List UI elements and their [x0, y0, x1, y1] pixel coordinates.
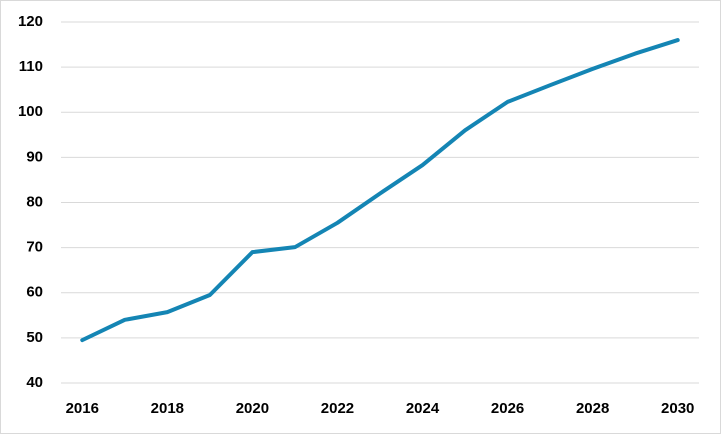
y-tick-label: 90 — [26, 148, 43, 165]
x-tick-label: 2028 — [576, 400, 609, 417]
y-tick-label: 40 — [26, 374, 43, 391]
x-tick-label: 2026 — [491, 400, 524, 417]
y-tick-label: 60 — [26, 284, 43, 301]
x-tick-label: 2018 — [151, 400, 184, 417]
x-tick-label: 2022 — [321, 400, 354, 417]
x-tick-label: 2030 — [661, 400, 694, 417]
y-tick-label: 100 — [18, 103, 43, 120]
y-tick-label: 80 — [26, 193, 43, 210]
y-tick-label: 120 — [18, 13, 43, 30]
x-tick-label: 2016 — [66, 400, 99, 417]
y-tick-label: 110 — [19, 58, 43, 75]
data-line — [80, 38, 680, 343]
y-tick-label: 70 — [26, 239, 43, 256]
y-tick-label: 50 — [26, 329, 43, 346]
x-tick-label: 2020 — [236, 400, 269, 417]
x-tick-label: 2024 — [406, 400, 440, 417]
